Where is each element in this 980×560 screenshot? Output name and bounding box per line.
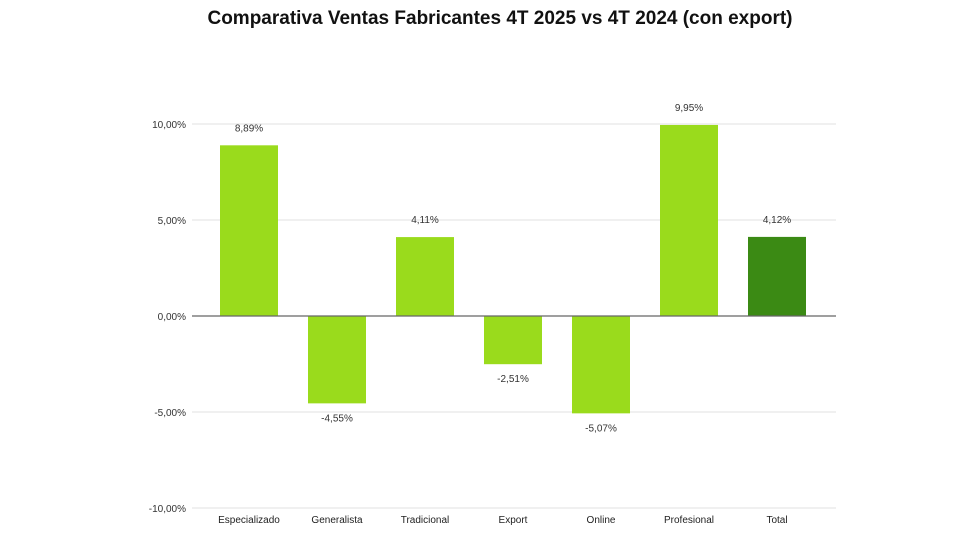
data-label: -4,55% <box>321 413 353 424</box>
x-tick-label: Export <box>499 515 528 526</box>
y-tick-label: -5,00% <box>154 408 186 419</box>
data-label: -2,51% <box>497 374 529 385</box>
bar <box>660 124 718 317</box>
bar <box>220 145 278 316</box>
x-tick-label: Online <box>587 515 616 526</box>
x-tick-label: Total <box>766 515 787 526</box>
bar <box>572 316 630 414</box>
x-tick-label: Profesional <box>664 515 714 526</box>
bar <box>308 316 366 404</box>
data-label: 4,11% <box>411 215 439 226</box>
bar <box>748 236 806 316</box>
data-label: 8,89% <box>235 123 263 134</box>
x-tick-label: Tradicional <box>401 515 450 526</box>
y-tick-label: -10,00% <box>149 504 186 515</box>
data-label: 9,95% <box>675 103 703 114</box>
data-label: -5,07% <box>585 423 617 434</box>
y-tick-label: 0,00% <box>158 312 186 323</box>
y-tick-label: 5,00% <box>158 216 186 227</box>
x-tick-label: Generalista <box>311 515 363 526</box>
y-tick-label: 10,00% <box>152 120 186 131</box>
bar <box>396 237 454 316</box>
chart-title: Comparativa Ventas Fabricantes 4T 2025 v… <box>207 8 793 29</box>
bar <box>484 316 542 365</box>
data-label: 4,12% <box>763 215 791 226</box>
x-tick-label: Especializado <box>218 515 280 526</box>
